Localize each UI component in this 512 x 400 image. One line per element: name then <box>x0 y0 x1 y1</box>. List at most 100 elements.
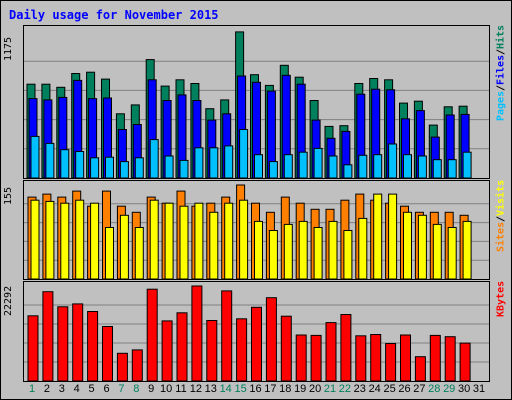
pages-bar-day-7 <box>119 161 129 178</box>
legend-files: Files <box>495 55 507 86</box>
kbytes-bar-day-23 <box>355 335 367 381</box>
pages-bar-day-12 <box>194 147 204 178</box>
files-bar-day-19 <box>296 83 306 178</box>
x-tick-label: 3 <box>58 383 65 395</box>
visits-bar-day-14 <box>224 202 234 279</box>
pages-bar-day-20 <box>313 147 323 178</box>
kbytes-bar-day-21 <box>325 322 337 381</box>
visits-bar-day-5 <box>90 202 100 279</box>
legend-kbytes-wrap: KBytes <box>492 281 510 382</box>
visits-bar-day-11 <box>179 205 189 279</box>
pages-bar-day-8 <box>134 157 144 178</box>
y-max-label-sites: 155 <box>3 186 14 206</box>
kbytes-bar-day-25 <box>385 343 397 381</box>
x-tick-label: 1 <box>28 383 36 395</box>
x-tick-label: 10 <box>159 383 173 395</box>
pages-bar-day-16 <box>254 154 263 178</box>
y-max-label-kbytes: 22292 <box>3 285 14 317</box>
visits-bar-day-8 <box>134 227 144 279</box>
kbytes-bar-day-4 <box>72 303 84 381</box>
visits-bar-day-26 <box>403 211 412 279</box>
kbytes-panel <box>23 281 490 382</box>
kbytes-bar-day-8 <box>131 349 143 381</box>
visits-bar-day-16 <box>254 220 263 279</box>
kbytes-bar-day-17 <box>265 297 277 381</box>
kbytes-bar-day-12 <box>191 285 203 381</box>
x-tick-label: 28 <box>428 383 441 395</box>
x-tick-label: 24 <box>368 383 381 395</box>
x-tick-label: 20 <box>308 383 322 395</box>
visits-bar-day-13 <box>209 211 219 279</box>
pages-bar-day-13 <box>209 147 219 178</box>
hits-files-pages-chart <box>24 31 489 178</box>
x-tick-label: 6 <box>103 383 110 395</box>
pages-bar-day-27 <box>417 155 427 178</box>
files-bar-day-29 <box>445 114 455 178</box>
visits-bar-day-22 <box>343 230 353 279</box>
pages-bar-day-25 <box>388 143 398 178</box>
files-bar-day-12 <box>192 100 202 178</box>
x-tick-label: 30 <box>457 383 471 395</box>
x-tick-label: 27 <box>413 383 426 395</box>
files-bar-day-3 <box>58 96 68 178</box>
pages-bar-day-28 <box>432 159 442 178</box>
x-tick-label: 7 <box>118 383 125 395</box>
files-bar-day-2 <box>43 99 53 178</box>
x-tick-label: 21 <box>323 383 337 395</box>
pages-bar-day-9 <box>149 139 159 178</box>
x-tick-label: 4 <box>73 383 80 395</box>
kbytes-bar-day-29 <box>444 336 456 381</box>
x-tick-label: 11 <box>175 383 187 395</box>
visits-bar-day-21 <box>328 220 338 279</box>
visits-bar-day-1 <box>30 199 40 279</box>
kbytes-bar-day-18 <box>280 315 292 381</box>
pages-bar-day-30 <box>462 151 472 178</box>
x-tick-label: 22 <box>338 383 352 395</box>
visits-bar-day-12 <box>194 202 204 279</box>
kbytes-bar-day-10 <box>161 320 173 381</box>
pages-bar-day-15 <box>239 129 249 178</box>
kbytes-bar-day-27 <box>414 356 426 381</box>
files-bar-day-22 <box>341 130 351 178</box>
x-tick-label: 31 <box>472 383 486 395</box>
kbytes-bar-day-20 <box>310 334 322 381</box>
x-tick-label: 5 <box>88 383 95 395</box>
pages-bar-day-17 <box>268 161 278 178</box>
files-bar-day-10 <box>162 100 172 178</box>
kbytes-bar-day-22 <box>340 314 352 381</box>
pages-bar-day-22 <box>343 164 353 178</box>
pages-bar-day-21 <box>328 155 338 178</box>
files-bar-day-8 <box>132 124 142 178</box>
visits-bar-day-20 <box>313 227 323 279</box>
visits-bar-day-4 <box>75 199 85 279</box>
kbytes-bar-day-1 <box>27 315 39 381</box>
visits-bar-day-15 <box>239 199 249 279</box>
files-bar-day-17 <box>266 90 276 178</box>
legend-sep-1: / <box>495 85 507 92</box>
legend-visits: Visits <box>495 180 507 217</box>
hits-files-pages-panel <box>23 25 490 179</box>
x-tick-label: 9 <box>148 383 155 395</box>
pages-bar-day-10 <box>164 155 174 178</box>
files-bar-day-27 <box>415 110 425 178</box>
sites-visits-chart <box>24 184 489 279</box>
kbytes-bar-day-2 <box>42 291 54 381</box>
x-tick-label: 29 <box>443 383 456 395</box>
visits-bar-day-28 <box>432 223 442 279</box>
kbytes-bar-day-11 <box>176 312 188 381</box>
kbytes-bar-day-24 <box>370 334 382 381</box>
y-max-label-pages: 1175 <box>3 36 14 62</box>
visits-bar-day-30 <box>462 220 472 279</box>
visits-bar-day-29 <box>447 227 457 279</box>
visits-bar-day-3 <box>60 202 70 279</box>
kbytes-bar-day-9 <box>146 288 158 381</box>
visits-bar-day-10 <box>164 202 174 279</box>
visits-bar-day-27 <box>417 214 427 279</box>
pages-bar-day-5 <box>90 157 100 178</box>
legend-sites-visits: Sites / Visits <box>492 180 510 280</box>
pages-bar-day-19 <box>298 151 308 178</box>
visits-bar-day-18 <box>283 223 293 279</box>
files-bar-day-7 <box>117 129 127 178</box>
visits-bar-day-25 <box>388 193 398 279</box>
kbytes-bar-day-16 <box>251 306 262 381</box>
